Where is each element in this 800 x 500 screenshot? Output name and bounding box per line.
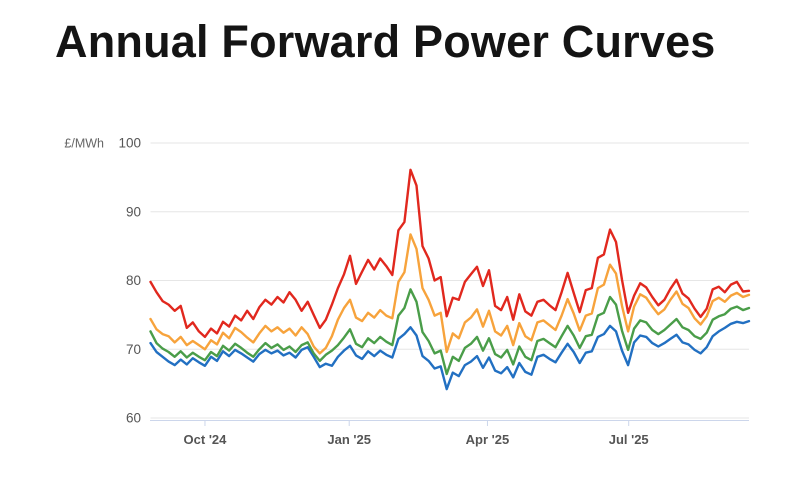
series-line-green-curve[interactable] (149, 288, 751, 376)
x-tick-label-apr25: Apr '25 (466, 432, 510, 447)
y-tick-label-80: 80 (126, 273, 141, 288)
y-axis-unit-label: £/MWh (64, 137, 104, 151)
y-tick-label-90: 90 (126, 204, 141, 219)
y-tick-label-60: 60 (126, 411, 141, 426)
y-tick-label-100: 100 (118, 136, 141, 151)
x-tick-label-jul25: Jul '25 (609, 432, 649, 447)
series-line-red-curve[interactable] (149, 168, 751, 339)
page-title: Annual Forward Power Curves (55, 16, 716, 67)
series-line-blue-curve[interactable] (149, 319, 751, 391)
y-tick-label-70: 70 (126, 342, 141, 357)
x-tick-label-oct24: Oct '24 (184, 432, 228, 447)
x-tick-label-jan25: Jan '25 (327, 432, 371, 447)
series-line-orange-curve[interactable] (149, 233, 751, 355)
